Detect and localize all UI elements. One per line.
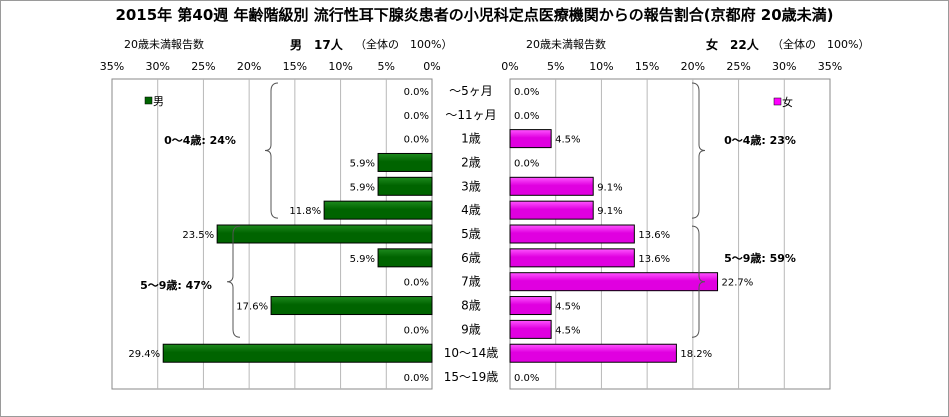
left-tick-label: 15% (283, 60, 307, 73)
right-tick-label: 5% (547, 60, 564, 73)
female-data-label: 13.6% (638, 230, 670, 241)
female-data-label: 4.5% (555, 302, 580, 313)
male-data-label: 29.4% (128, 349, 160, 360)
male-bar (377, 176, 433, 196)
female-bar (509, 272, 719, 292)
male-group-label-0-4: 0～4歳: 24% (164, 133, 236, 147)
female-data-label: 0.0% (514, 111, 539, 122)
female-data-label: 0.0% (514, 158, 539, 169)
female-bar (509, 176, 594, 196)
male-data-label: 0.0% (404, 87, 429, 98)
female-brace-5-9 (691, 225, 706, 338)
male-data-label: 23.5% (182, 230, 214, 241)
right-header: 女 22人 (706, 36, 759, 53)
category-label: 9歳 (461, 322, 481, 336)
male-data-label: 5.9% (350, 182, 375, 193)
category-label: 10～14歳 (444, 346, 499, 360)
female-legend-swatch (773, 97, 782, 106)
left-header: 男 17人 (290, 36, 343, 53)
female-bar (509, 319, 552, 339)
female-data-label: 13.6% (638, 254, 670, 265)
category-label: 1歳 (461, 132, 481, 146)
female-data-label: 4.5% (555, 325, 580, 336)
female-data-label: 18.2% (680, 349, 712, 360)
male-data-label: 5.9% (350, 158, 375, 169)
right-tick-label: 10% (589, 60, 613, 73)
male-data-label: 0.0% (404, 373, 429, 384)
category-label: 2歳 (461, 155, 481, 169)
left-tick-label: 5% (378, 60, 395, 73)
female-brace-0-4 (691, 82, 706, 219)
category-label: 4歳 (461, 203, 481, 217)
left-tick-label: 10% (328, 60, 352, 73)
right-tick-label: 20% (681, 60, 705, 73)
right-axis-label: 20歳未満報告数 (526, 38, 606, 51)
category-label: 5歳 (461, 227, 481, 241)
left-tick-label: 35% (100, 60, 124, 73)
right-tick-label: 35% (818, 60, 842, 73)
female-bar (509, 224, 635, 244)
right-tick-label: 15% (635, 60, 659, 73)
male-data-label: 0.0% (404, 278, 429, 289)
female-data-label: 9.1% (597, 206, 622, 217)
male-bar (377, 152, 433, 172)
female-data-label: 9.1% (597, 182, 622, 193)
category-label: 3歳 (461, 179, 481, 193)
left-tick-label: 0% (423, 60, 440, 73)
right-header-count: 女 22人 (706, 38, 759, 52)
category-label: 7歳 (461, 275, 481, 289)
male-bar (162, 343, 433, 363)
female-group-label-5-9: 5～9歳: 59% (724, 251, 796, 265)
female-data-label: 0.0% (514, 373, 539, 384)
male-bar (377, 248, 433, 268)
male-bar (323, 200, 433, 220)
right-tick-label: 0% (501, 60, 518, 73)
category-label: ～11ヶ月 (445, 108, 496, 122)
male-bar (216, 224, 433, 244)
female-group-label-0-4: 0～4歳: 23% (724, 133, 796, 147)
female-bar (509, 200, 594, 220)
left-axis-label: 20歳未満報告数 (124, 38, 204, 51)
male-data-label: 11.8% (289, 206, 321, 217)
chart-title: 2015年 第40週 年齢階級別 流行性耳下腺炎患者の小児科定点医療機関からの報… (115, 6, 834, 24)
left-tick-label: 20% (237, 60, 261, 73)
female-bar (509, 129, 552, 149)
female-bar (509, 343, 677, 363)
left-tick-label: 30% (145, 60, 169, 73)
left-total-note: （全体の 100%） (355, 38, 453, 51)
female-bar (509, 248, 635, 268)
right-total-note: （全体の 100%） (772, 38, 870, 51)
category-label: 8歳 (461, 299, 481, 313)
male-data-label: 5.9% (350, 254, 375, 265)
female-legend-label: 女 (782, 95, 793, 109)
male-legend-label: 男 (153, 95, 164, 108)
female-data-label: 22.7% (722, 278, 754, 289)
male-legend-swatch (144, 96, 153, 105)
male-data-label: 0.0% (404, 325, 429, 336)
category-label: ～5ヶ月 (449, 84, 493, 98)
male-brace-5-9 (226, 225, 241, 338)
right-tick-label: 30% (772, 60, 796, 73)
female-bar (509, 296, 552, 316)
left-header-count: 男 17人 (290, 38, 343, 52)
category-label: 15～19歳 (444, 370, 499, 384)
male-bar (270, 296, 433, 316)
female-data-label: 0.0% (514, 87, 539, 98)
male-brace-0-4 (264, 82, 279, 219)
male-data-label: 0.0% (404, 135, 429, 146)
male-data-label: 0.0% (404, 111, 429, 122)
male-data-label: 17.6% (236, 302, 268, 313)
male-group-label-5-9: 5～9歳: 47% (140, 278, 212, 292)
category-label: 6歳 (461, 251, 481, 265)
right-tick-label: 25% (726, 60, 750, 73)
left-tick-label: 25% (191, 60, 215, 73)
female-data-label: 4.5% (555, 135, 580, 146)
